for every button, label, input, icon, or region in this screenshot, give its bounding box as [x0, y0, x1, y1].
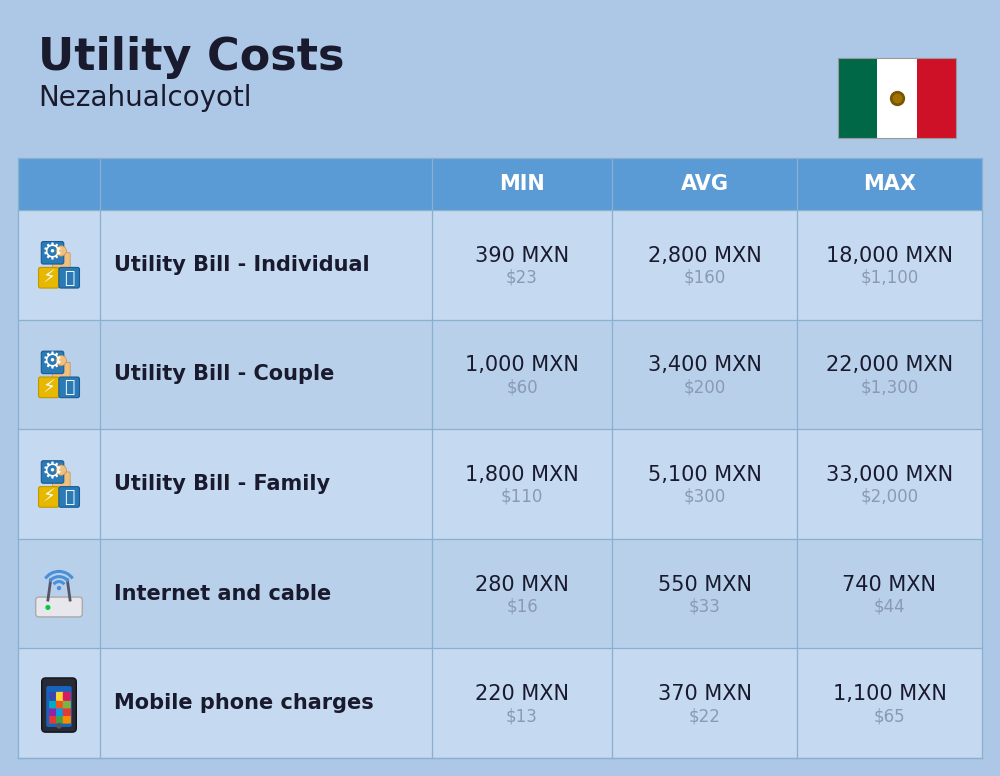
Text: $65: $65 [874, 707, 905, 726]
Text: 2,800 MXN: 2,800 MXN [648, 246, 761, 266]
Circle shape [56, 465, 66, 476]
FancyBboxPatch shape [49, 692, 57, 701]
Circle shape [57, 723, 61, 728]
Text: 1,800 MXN: 1,800 MXN [465, 465, 579, 485]
FancyBboxPatch shape [42, 678, 76, 732]
FancyBboxPatch shape [63, 699, 71, 708]
FancyBboxPatch shape [838, 58, 877, 138]
FancyBboxPatch shape [59, 268, 79, 288]
FancyBboxPatch shape [41, 241, 64, 264]
FancyBboxPatch shape [41, 352, 64, 373]
FancyBboxPatch shape [39, 487, 59, 508]
Text: AVG: AVG [680, 174, 728, 194]
Circle shape [46, 605, 50, 609]
Text: $23: $23 [506, 268, 538, 287]
Text: $22: $22 [689, 707, 720, 726]
FancyBboxPatch shape [59, 487, 79, 508]
Text: 1,100 MXN: 1,100 MXN [833, 684, 946, 704]
Text: 220 MXN: 220 MXN [475, 684, 569, 704]
FancyBboxPatch shape [56, 692, 64, 701]
Text: Internet and cable: Internet and cable [114, 584, 331, 604]
Text: $2,000: $2,000 [860, 488, 919, 506]
Text: ⚡: ⚡ [42, 488, 55, 506]
FancyBboxPatch shape [18, 320, 982, 429]
FancyBboxPatch shape [59, 377, 79, 397]
Text: ⚡: ⚡ [42, 268, 55, 287]
Text: $110: $110 [501, 488, 543, 506]
Text: $16: $16 [506, 598, 538, 615]
FancyBboxPatch shape [52, 472, 70, 490]
Text: Nezahualcoyotl: Nezahualcoyotl [38, 84, 252, 112]
Text: $300: $300 [683, 488, 726, 506]
Circle shape [56, 246, 66, 256]
FancyBboxPatch shape [63, 707, 71, 716]
Text: ⚡: ⚡ [42, 379, 55, 397]
FancyBboxPatch shape [18, 210, 982, 320]
Text: MIN: MIN [499, 174, 545, 194]
Text: Mobile phone charges: Mobile phone charges [114, 693, 374, 713]
Text: $1,300: $1,300 [860, 379, 919, 397]
FancyBboxPatch shape [56, 699, 64, 708]
Text: $13: $13 [506, 707, 538, 726]
Text: ⚙: ⚙ [42, 351, 63, 374]
Text: ⚙: ⚙ [42, 460, 63, 483]
Text: $200: $200 [683, 379, 726, 397]
Text: Utility Bill - Couple: Utility Bill - Couple [114, 365, 334, 384]
Text: 740 MXN: 740 MXN [842, 574, 936, 594]
FancyBboxPatch shape [877, 58, 917, 138]
FancyBboxPatch shape [36, 597, 82, 617]
FancyBboxPatch shape [52, 362, 70, 381]
FancyBboxPatch shape [917, 58, 956, 138]
FancyBboxPatch shape [63, 692, 71, 701]
Text: 550 MXN: 550 MXN [658, 574, 752, 594]
Text: Utility Bill - Individual: Utility Bill - Individual [114, 255, 370, 275]
Text: $44: $44 [874, 598, 905, 615]
FancyBboxPatch shape [56, 715, 64, 723]
Text: MAX: MAX [863, 174, 916, 194]
Circle shape [58, 587, 60, 590]
FancyBboxPatch shape [41, 461, 64, 483]
Text: 33,000 MXN: 33,000 MXN [826, 465, 953, 485]
Text: ⧉: ⧉ [64, 268, 74, 287]
FancyBboxPatch shape [39, 268, 59, 288]
Text: 390 MXN: 390 MXN [475, 246, 569, 266]
FancyBboxPatch shape [52, 253, 70, 272]
FancyBboxPatch shape [18, 158, 982, 210]
Text: ⧉: ⧉ [64, 379, 74, 397]
Text: ⧉: ⧉ [64, 488, 74, 506]
FancyBboxPatch shape [49, 715, 57, 723]
Text: ⚙: ⚙ [42, 241, 63, 265]
FancyBboxPatch shape [56, 707, 64, 716]
Circle shape [56, 355, 66, 365]
Text: Utility Bill - Family: Utility Bill - Family [114, 474, 330, 494]
FancyBboxPatch shape [49, 707, 57, 716]
Text: Utility Costs: Utility Costs [38, 36, 344, 79]
Text: 280 MXN: 280 MXN [475, 574, 569, 594]
FancyBboxPatch shape [46, 686, 72, 727]
FancyBboxPatch shape [63, 715, 71, 723]
Text: 370 MXN: 370 MXN [658, 684, 752, 704]
FancyBboxPatch shape [18, 429, 982, 539]
Text: $60: $60 [506, 379, 538, 397]
Text: $33: $33 [689, 598, 720, 615]
Text: 3,400 MXN: 3,400 MXN [648, 355, 761, 376]
Text: 18,000 MXN: 18,000 MXN [826, 246, 953, 266]
FancyBboxPatch shape [18, 649, 982, 758]
FancyBboxPatch shape [18, 539, 982, 649]
Text: 1,000 MXN: 1,000 MXN [465, 355, 579, 376]
Text: $160: $160 [683, 268, 726, 287]
FancyBboxPatch shape [49, 699, 57, 708]
Text: 22,000 MXN: 22,000 MXN [826, 355, 953, 376]
Text: 5,100 MXN: 5,100 MXN [648, 465, 761, 485]
Text: $1,100: $1,100 [860, 268, 919, 287]
FancyBboxPatch shape [39, 377, 59, 397]
